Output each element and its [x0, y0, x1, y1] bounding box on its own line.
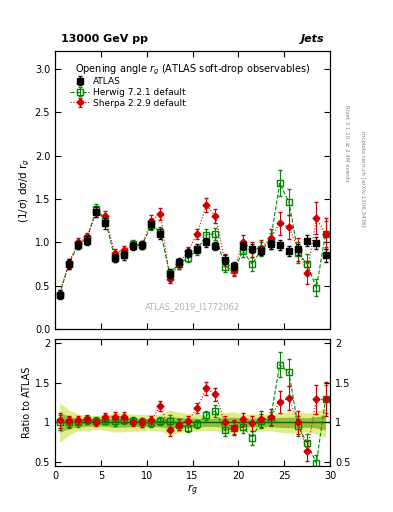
Text: Opening angle $r_g$ (ATLAS soft-drop observables): Opening angle $r_g$ (ATLAS soft-drop obs…	[75, 62, 310, 77]
Legend: ATLAS, Herwig 7.2.1 default, Sherpa 2.2.9 default: ATLAS, Herwig 7.2.1 default, Sherpa 2.2.…	[66, 73, 189, 111]
Text: Jets: Jets	[301, 34, 325, 44]
X-axis label: $r_g$: $r_g$	[187, 482, 198, 498]
Text: ATLAS_2019_I1772062: ATLAS_2019_I1772062	[145, 303, 240, 312]
Y-axis label: (1/σ) dσ/d r$_g$: (1/σ) dσ/d r$_g$	[17, 158, 32, 223]
Y-axis label: Ratio to ATLAS: Ratio to ATLAS	[22, 367, 32, 438]
Text: 13000 GeV pp: 13000 GeV pp	[61, 34, 147, 44]
Text: mcplots.cern.ch [arXiv:1306.3436]: mcplots.cern.ch [arXiv:1306.3436]	[360, 132, 365, 227]
Text: Rivet 3.1.10, ≥ 2.4M events: Rivet 3.1.10, ≥ 2.4M events	[344, 105, 349, 182]
